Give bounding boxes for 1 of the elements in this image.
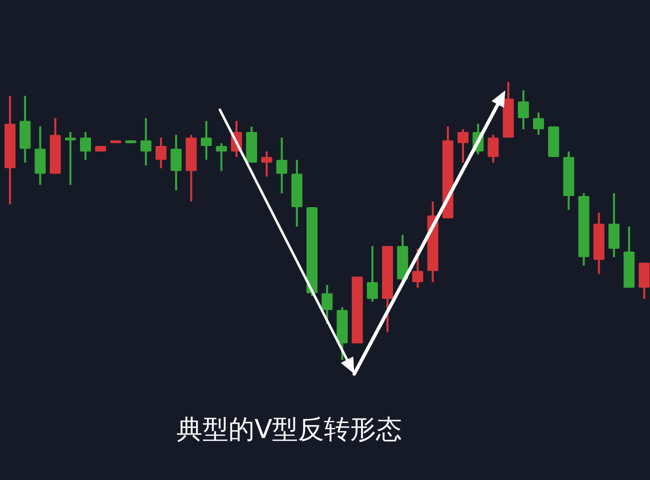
text: 典型的V型反转形态 — [176, 415, 402, 445]
